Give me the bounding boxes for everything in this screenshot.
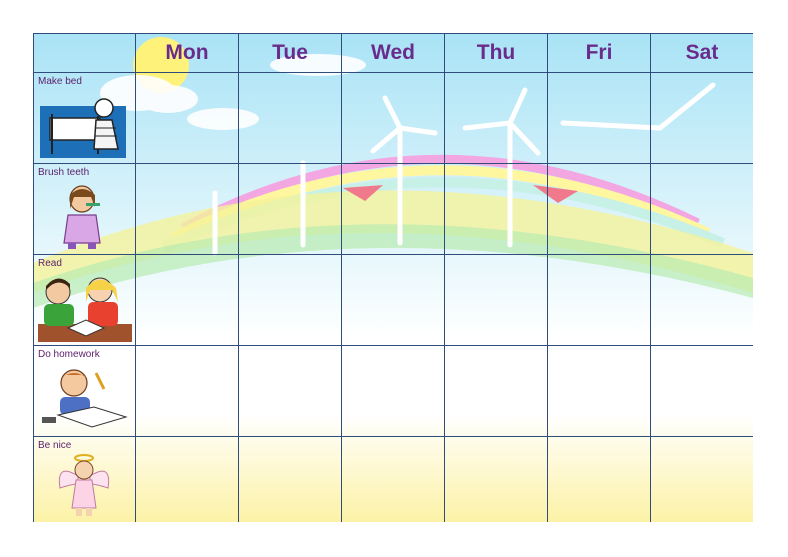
- day-cell[interactable]: [444, 163, 548, 255]
- task-cell-be-nice: Be nice: [33, 436, 136, 522]
- header-row: Mon Tue Wed Thu Fri Sat: [33, 33, 753, 73]
- day-cell[interactable]: [238, 254, 342, 346]
- day-header-fri: Fri: [547, 33, 651, 73]
- day-cell[interactable]: [238, 163, 342, 255]
- task-cell-read: Read: [33, 254, 136, 346]
- day-header-thu: Thu: [444, 33, 548, 73]
- task-cell-make-bed: Make bed: [33, 72, 136, 164]
- day-cell[interactable]: [547, 163, 651, 255]
- day-header-tue: Tue: [238, 33, 342, 73]
- chore-grid: Mon Tue Wed Thu Fri Sat Make bed: [33, 33, 753, 522]
- day-cell[interactable]: [341, 163, 445, 255]
- day-cell[interactable]: [238, 72, 342, 164]
- task-row: Make bed: [33, 72, 753, 164]
- task-label: Be nice: [38, 440, 72, 451]
- task-label: Brush teeth: [38, 167, 90, 178]
- day-cell[interactable]: [650, 72, 753, 164]
- make-bed-illustration: [40, 98, 126, 158]
- day-cell[interactable]: [135, 163, 239, 255]
- day-cell[interactable]: [444, 345, 548, 437]
- homework-boy-illustration: [42, 369, 128, 428]
- task-cell-do-homework: Do homework: [33, 345, 136, 437]
- day-cell[interactable]: [341, 436, 445, 522]
- day-cell[interactable]: [444, 72, 548, 164]
- task-row: Read: [33, 254, 753, 346]
- day-cell[interactable]: [341, 254, 445, 346]
- day-cell[interactable]: [444, 436, 548, 522]
- day-cell[interactable]: [547, 72, 651, 164]
- day-cell[interactable]: [238, 345, 342, 437]
- task-row: Do homework: [33, 345, 753, 437]
- day-cell[interactable]: [135, 436, 239, 522]
- corner-cell: [33, 33, 136, 73]
- chore-chart: Mon Tue Wed Thu Fri Sat Make bed: [33, 33, 753, 522]
- task-cell-brush-teeth: Brush teeth: [33, 163, 136, 255]
- day-cell[interactable]: [650, 163, 753, 255]
- day-cell[interactable]: [341, 345, 445, 437]
- task-label: Do homework: [38, 349, 100, 360]
- day-cell[interactable]: [650, 254, 753, 346]
- day-cell[interactable]: [135, 254, 239, 346]
- day-cell[interactable]: [135, 345, 239, 437]
- day-cell[interactable]: [650, 436, 753, 522]
- day-header-mon: Mon: [135, 33, 239, 73]
- day-cell[interactable]: [341, 72, 445, 164]
- brush-teeth-illustration: [63, 185, 101, 249]
- reading-children-illustration: [38, 277, 132, 342]
- day-cell[interactable]: [135, 72, 239, 164]
- day-cell[interactable]: [547, 345, 651, 437]
- day-cell[interactable]: [547, 254, 651, 346]
- day-cell[interactable]: [444, 254, 548, 346]
- angel-child-illustration: [58, 454, 110, 516]
- task-row: Brush teeth: [33, 163, 753, 255]
- day-header-wed: Wed: [341, 33, 445, 73]
- day-cell[interactable]: [650, 345, 753, 437]
- task-label: Make bed: [38, 76, 82, 87]
- task-label: Read: [38, 258, 62, 269]
- day-cell[interactable]: [238, 436, 342, 522]
- task-row: Be nice: [33, 436, 753, 522]
- day-header-sat: Sat: [650, 33, 753, 73]
- day-cell[interactable]: [547, 436, 651, 522]
